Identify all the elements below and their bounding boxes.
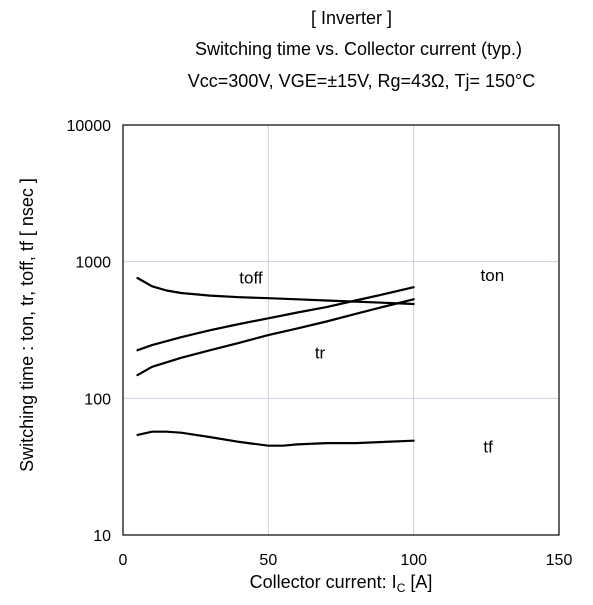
x-tick-label: 0 (119, 552, 128, 569)
plot-frame (122, 124, 560, 536)
y-tick-label: 100 (84, 391, 111, 408)
chart-subtitle: Switching time vs. Collector current (ty… (194, 39, 523, 59)
curve-label-toff: toff (239, 269, 263, 288)
x-tick-label: 50 (259, 552, 277, 569)
curve-ton (136, 286, 415, 352)
y-tick-label: 10 (93, 528, 111, 545)
grid-lines (123, 125, 559, 535)
y-tick-label: 10000 (67, 118, 112, 135)
x-axis-label-main: Collector current: I (250, 572, 397, 592)
x-tick-label: 100 (400, 552, 427, 569)
curve-tf (136, 430, 415, 447)
x-axis-label-unit: [A] (405, 572, 432, 592)
y-tick-label: 1000 (75, 255, 111, 272)
x-axis-ticks: 0 50 100 150 (119, 552, 573, 569)
curve-label-ton: ton (481, 266, 505, 285)
plot-area (123, 125, 559, 535)
chart-conditions: Vcc=300V, VGE=±15V, Rg=43Ω, Tj= 150°C (187, 71, 536, 91)
chart-title: [ Inverter ] (310, 8, 393, 28)
x-axis-label: Collector current: IC [A] (250, 572, 433, 595)
y-axis-label: Switching time : ton, tr, toff, tf [ nse… (17, 178, 37, 472)
y-axis-ticks: 10 100 1000 10000 (67, 118, 112, 545)
curve-label-tf: tf (483, 438, 493, 457)
curve-toff (136, 276, 415, 306)
curve-labels: toff ton tr tf (239, 266, 504, 457)
curve-tr (136, 298, 415, 377)
x-axis-label-subscript: C (397, 581, 406, 595)
x-tick-label: 150 (546, 552, 573, 569)
curves (136, 276, 415, 447)
curve-label-tr: tr (315, 344, 326, 363)
